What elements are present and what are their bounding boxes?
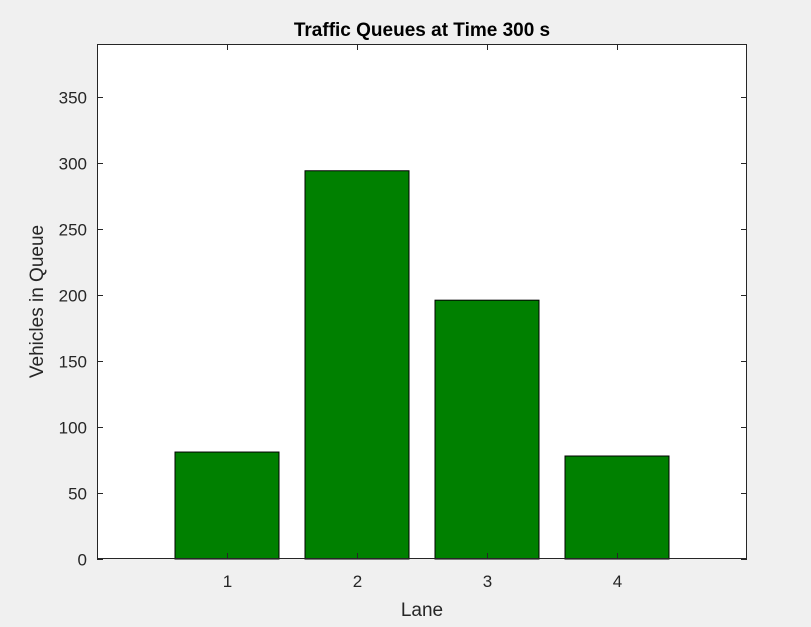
y-tick-label: 250 bbox=[59, 221, 87, 240]
y-tick-label: 350 bbox=[59, 89, 87, 108]
chart-title: Traffic Queues at Time 300 s bbox=[294, 20, 550, 41]
y-tick-label: 150 bbox=[59, 353, 87, 372]
x-tick-group: 1 2 3 4 bbox=[223, 44, 622, 591]
y-tick-label: 50 bbox=[68, 485, 87, 504]
y-axis-label: Vehicles in Queue bbox=[27, 225, 48, 378]
x-axis-label: Lane bbox=[401, 600, 443, 621]
y-tick-label: 200 bbox=[59, 287, 87, 306]
y-tick-label: 100 bbox=[59, 419, 87, 438]
y-tick-label: 300 bbox=[59, 155, 87, 174]
bar-2 bbox=[304, 170, 410, 560]
axes-box bbox=[97, 44, 747, 559]
x-tick-label: 2 bbox=[353, 572, 362, 591]
y-tick-label: 0 bbox=[78, 551, 87, 570]
x-tick-label: 3 bbox=[483, 572, 492, 591]
bar-1 bbox=[174, 451, 280, 560]
bar-group bbox=[174, 170, 670, 560]
x-tick-label: 4 bbox=[613, 572, 622, 591]
bar-4 bbox=[564, 455, 670, 560]
x-tick-label: 1 bbox=[223, 572, 232, 591]
y-tick-group: 0 50 100 150 200 250 300 350 bbox=[59, 89, 747, 570]
bar-3 bbox=[434, 299, 540, 560]
